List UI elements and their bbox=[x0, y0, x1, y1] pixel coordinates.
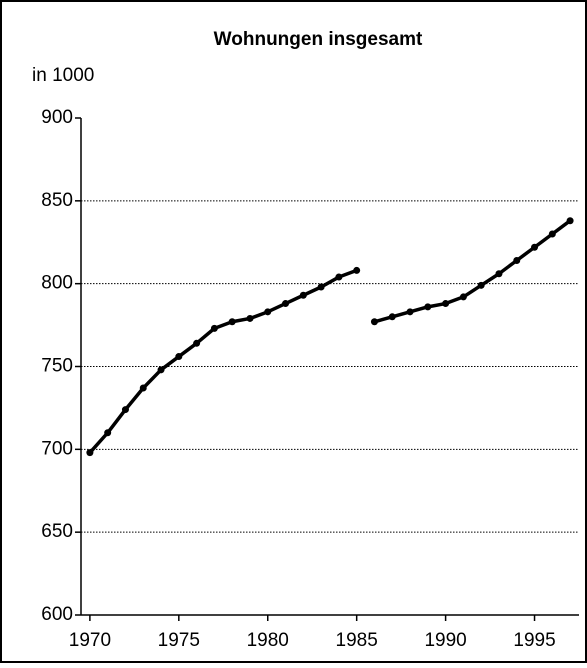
x-tick-label: 1975 bbox=[158, 630, 200, 651]
data-point bbox=[317, 283, 325, 291]
y-tick-label: 900 bbox=[41, 107, 73, 128]
data-point bbox=[370, 318, 378, 326]
data-point bbox=[459, 293, 467, 301]
chart-title: Wohnungen insgesamt bbox=[214, 29, 423, 50]
series-line bbox=[88, 268, 358, 454]
y-tick-label: 850 bbox=[41, 190, 73, 211]
data-point bbox=[424, 303, 432, 311]
x-tick-label: 1980 bbox=[247, 630, 289, 651]
y-tick-label: 600 bbox=[41, 604, 73, 625]
data-point bbox=[139, 384, 147, 392]
data-point bbox=[353, 266, 361, 274]
x-tick-label: 1970 bbox=[69, 630, 111, 651]
x-tick-label: 1985 bbox=[336, 630, 378, 651]
data-point bbox=[566, 217, 574, 225]
x-tick-label: 1995 bbox=[513, 630, 555, 651]
y-axis-label: in 1000 bbox=[32, 65, 94, 86]
x-tick-label: 1990 bbox=[424, 630, 466, 651]
data-point bbox=[477, 281, 485, 289]
data-point bbox=[406, 308, 414, 316]
data-point bbox=[388, 313, 396, 321]
data-point bbox=[121, 406, 129, 414]
y-tick-label: 750 bbox=[41, 356, 73, 377]
data-point bbox=[282, 300, 290, 308]
data-point bbox=[495, 270, 503, 278]
data-point bbox=[442, 300, 450, 308]
y-tick-label: 650 bbox=[41, 521, 73, 542]
data-point bbox=[264, 308, 272, 316]
data-point bbox=[228, 318, 236, 326]
data-point bbox=[531, 243, 539, 251]
data-point bbox=[86, 449, 94, 457]
data-point bbox=[246, 314, 254, 322]
y-tick-label: 700 bbox=[41, 438, 73, 459]
data-point bbox=[513, 256, 521, 264]
data-point bbox=[299, 291, 307, 299]
data-point bbox=[210, 324, 218, 332]
data-point bbox=[548, 230, 556, 238]
data-point bbox=[157, 366, 165, 374]
data-point bbox=[175, 353, 183, 361]
data-point bbox=[193, 339, 201, 347]
data-point bbox=[104, 429, 112, 437]
data-point bbox=[335, 273, 343, 281]
y-tick-label: 800 bbox=[41, 273, 73, 294]
